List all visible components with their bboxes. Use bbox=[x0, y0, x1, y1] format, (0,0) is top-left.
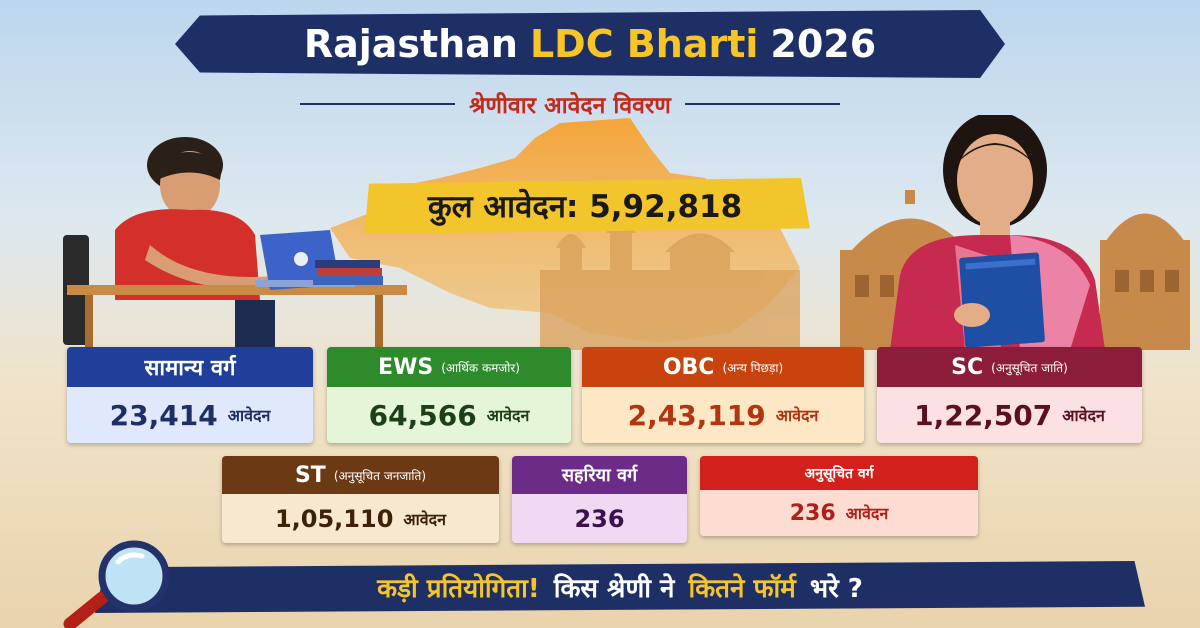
total-applications: कुल आवेदन: 5,92,818 bbox=[364, 178, 810, 234]
category-name: सामान्य वर्ग bbox=[144, 356, 236, 381]
category-value: 236 bbox=[789, 500, 836, 526]
category-value-row: 236 bbox=[512, 494, 687, 543]
category-value: 2,43,119 bbox=[627, 398, 766, 432]
bottom-part1: कड़ी प्रतियोगिता! bbox=[377, 574, 540, 604]
subtitle-row: श्रेणीवार आवेदन विवरण bbox=[300, 86, 841, 122]
category-name: OBC bbox=[662, 354, 715, 380]
category-name: SC bbox=[951, 354, 984, 380]
category-value: 1,22,507 bbox=[914, 398, 1053, 432]
category-card-scheduled: अनुसूचित वर्ग 236 आवेदन bbox=[700, 456, 978, 536]
category-name: EWS bbox=[378, 354, 434, 380]
category-value-row: 1,22,507 आवेदन bbox=[877, 387, 1142, 443]
category-value-row: 2,43,119 आवेदन bbox=[582, 387, 864, 443]
category-header-ews: EWS (आर्थिक कमजोर) bbox=[327, 347, 571, 387]
category-value-row: 23,414 आवेदन bbox=[67, 387, 313, 443]
magnifier-icon bbox=[63, 540, 170, 628]
category-value: 1,05,110 bbox=[274, 504, 394, 533]
category-subtitle: (अनुसूचित जनजाति) bbox=[333, 468, 427, 483]
category-subtitle: (आर्थिक कमजोर) bbox=[441, 360, 520, 375]
category-card-sc: SC (अनुसूचित जाति) 1,22,507 आवेदन bbox=[877, 347, 1142, 443]
category-name: अनुसूचित वर्ग bbox=[804, 465, 874, 482]
category-header-general: सामान्य वर्ग bbox=[67, 347, 313, 387]
category-card-ews: EWS (आर्थिक कमजोर) 64,566 आवेदन bbox=[327, 347, 571, 443]
category-header-sahariya: सहरिया वर्ग bbox=[512, 456, 687, 494]
category-unit: आवेदन bbox=[1062, 406, 1105, 425]
category-card-st: ST (अनुसूचित जनजाति) 1,05,110 आवेदन bbox=[222, 456, 499, 543]
category-value: 64,566 bbox=[368, 398, 477, 432]
category-value-row: 1,05,110 आवेदन bbox=[222, 494, 499, 543]
subtitle-divider-left bbox=[300, 103, 456, 105]
subtitle-divider-right bbox=[684, 103, 841, 105]
category-card-obc: OBC (अन्य पिछड़ा) 2,43,119 आवेदन bbox=[582, 347, 864, 443]
category-name: ST bbox=[294, 462, 326, 488]
category-unit: आवेदन bbox=[775, 406, 819, 425]
student-with-laptop-illustration bbox=[63, 137, 407, 350]
category-subtitle: (अनुसूचित जाति) bbox=[991, 360, 1068, 375]
title-part3: 2026 bbox=[770, 22, 877, 66]
bottom-part2: किस श्रेणी ने bbox=[553, 574, 675, 604]
bottom-part3: कितने फॉर्म bbox=[688, 574, 796, 604]
category-unit: आवेदन bbox=[403, 509, 447, 529]
category-card-general: सामान्य वर्ग 23,414 आवेदन bbox=[67, 347, 313, 443]
category-unit: आवेदन bbox=[845, 504, 889, 523]
category-value: 236 bbox=[574, 504, 625, 533]
category-header-sc: SC (अनुसूचित जाति) bbox=[877, 347, 1142, 387]
category-unit: आवेदन bbox=[227, 406, 271, 425]
subtitle: श्रेणीवार आवेदन विवरण bbox=[469, 93, 671, 119]
bottom-banner: कड़ी प्रतियोगिता! किस श्रेणी ने कितने फॉ… bbox=[95, 561, 1145, 613]
category-card-sahariya: सहरिया वर्ग 236 bbox=[512, 456, 687, 543]
bottom-part4: भरे ? bbox=[809, 574, 863, 604]
category-value-row: 236 आवेदन bbox=[700, 490, 978, 536]
title-part2: LDC Bharti bbox=[529, 22, 759, 66]
category-value-row: 64,566 आवेदन bbox=[327, 387, 571, 443]
category-value: 23,414 bbox=[109, 398, 218, 432]
category-header-scheduled: अनुसूचित वर्ग bbox=[700, 456, 978, 490]
category-name: सहरिया वर्ग bbox=[561, 465, 638, 486]
category-header-obc: OBC (अन्य पिछड़ा) bbox=[582, 347, 864, 387]
category-subtitle: (अन्य पिछड़ा) bbox=[722, 360, 784, 375]
title-part1: Rajasthan bbox=[303, 22, 518, 66]
category-header-st: ST (अनुसूचित जनजाति) bbox=[222, 456, 499, 494]
category-unit: आवेदन bbox=[486, 406, 530, 425]
woman-with-book-illustration bbox=[890, 115, 1105, 350]
title-banner: Rajasthan LDC Bharti 2026 bbox=[175, 10, 1005, 78]
